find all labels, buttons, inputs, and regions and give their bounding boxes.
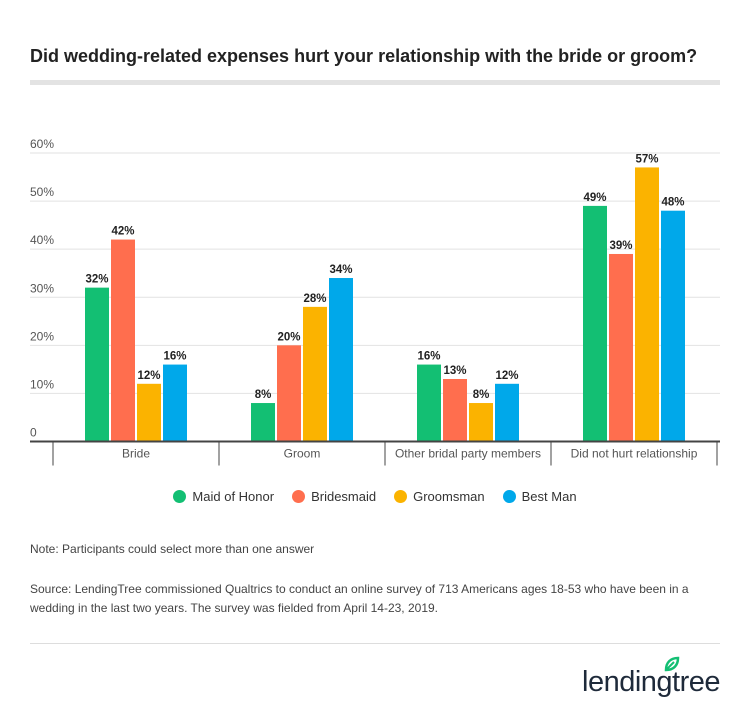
bar	[469, 403, 493, 442]
y-tick-label: 30%	[30, 281, 54, 295]
legend-swatch	[292, 490, 306, 503]
data-label: 48%	[661, 197, 684, 209]
data-label: 12%	[137, 370, 160, 382]
data-label: 12%	[495, 370, 518, 382]
data-label: 16%	[163, 351, 186, 363]
legend-swatch	[502, 490, 516, 503]
legend-item: Groomsman	[394, 489, 485, 504]
bar	[137, 383, 161, 442]
legend-item: Best Man	[502, 489, 577, 504]
source: Source: LendingTree commissioned Qualtri…	[30, 582, 689, 615]
bar	[111, 239, 135, 442]
data-label: 8%	[473, 389, 490, 401]
y-tick-label: 60%	[30, 137, 54, 151]
leaf-icon	[664, 656, 680, 672]
legend-label: Groomsman	[413, 489, 485, 504]
data-label: 32%	[85, 274, 108, 286]
bar-chart: 010%20%30%40%50%60%32%42%12%16%Bride8%20…	[30, 137, 720, 466]
legend-item: Bridesmaid	[292, 489, 376, 504]
legend-label: Bridesmaid	[311, 489, 377, 504]
bar	[251, 403, 275, 442]
bar	[635, 167, 659, 442]
data-label: 49%	[583, 192, 606, 204]
y-tick-label: 0	[30, 426, 37, 440]
title-divider	[30, 80, 720, 85]
y-tick-label: 50%	[30, 185, 54, 199]
data-label: 20%	[277, 331, 300, 343]
bar	[583, 205, 607, 442]
y-tick-label: 10%	[30, 377, 54, 391]
x-tick-label: Other bridal party members	[395, 447, 541, 461]
legend-label: Maid of Honor	[192, 489, 275, 504]
data-label: 57%	[635, 153, 658, 165]
data-label: 34%	[329, 264, 352, 276]
y-tick-label: 40%	[30, 233, 54, 247]
x-tick-label: Bride	[122, 447, 150, 461]
legend-item: Maid of Honor	[173, 489, 274, 504]
bar	[661, 210, 685, 442]
x-tick-label: Groom	[284, 447, 321, 461]
bar	[85, 287, 109, 442]
footer-divider	[30, 643, 720, 644]
legend: Maid of Honor Bridesmaid Groomsman Best Man	[0, 489, 750, 504]
chart-title: Did wedding-related expenses hurt your r…	[30, 46, 698, 66]
data-label: 8%	[255, 389, 272, 401]
bar	[495, 383, 519, 442]
lendingtree-logo: lendingtree	[582, 656, 721, 699]
bar	[329, 278, 353, 442]
y-tick-label: 20%	[30, 329, 54, 343]
bar	[277, 345, 301, 442]
legend-label: Best Man	[521, 489, 577, 504]
note: Note: Participants could select more tha…	[30, 542, 315, 556]
bar	[163, 364, 187, 442]
bar	[303, 306, 327, 442]
data-label: 42%	[111, 226, 134, 238]
data-label: 13%	[443, 365, 466, 377]
legend-swatch	[394, 490, 408, 503]
bar	[417, 364, 441, 442]
data-label: 16%	[417, 351, 440, 363]
data-label: 39%	[609, 240, 632, 252]
bar	[609, 253, 633, 442]
bar	[443, 378, 467, 442]
x-tick-label: Did not hurt relationship	[571, 447, 698, 461]
logo-text: lendingtree	[582, 666, 721, 698]
legend-swatch	[173, 490, 187, 503]
data-label: 28%	[303, 293, 326, 305]
